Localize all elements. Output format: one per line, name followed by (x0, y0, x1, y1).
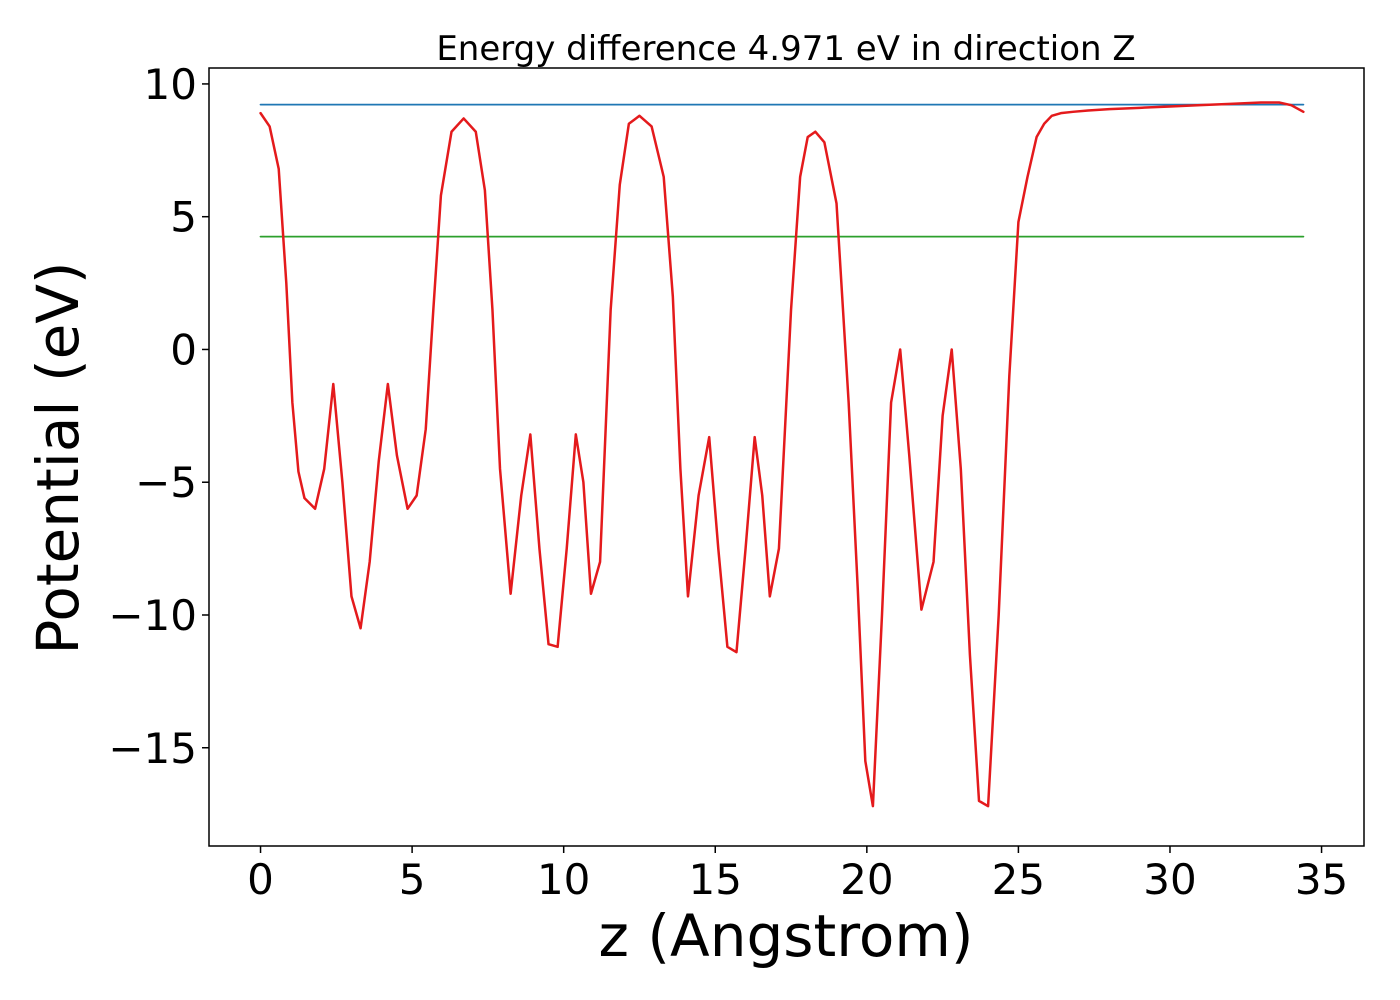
y-tick-label: −15 (108, 724, 197, 773)
y-tick-label: 5 (170, 193, 197, 242)
plot-frame (208, 67, 1365, 847)
y-tick-label: −5 (135, 458, 197, 507)
x-tick-label: 25 (992, 855, 1045, 904)
x-tick-label: 20 (840, 855, 893, 904)
series-layer (259, 101, 1305, 808)
x-tick-label: 35 (1295, 855, 1348, 904)
x-tick-label: 0 (247, 855, 274, 904)
y-axis-title: Potential (eV) (24, 261, 92, 654)
y-tick-label: 10 (144, 60, 197, 109)
x-tick-label: 5 (399, 855, 426, 904)
x-tick-label: 15 (689, 855, 742, 904)
x-tick-layer: 0 5 10 15 20 25 30 35 (247, 846, 1348, 904)
chart-title: Energy difference 4.971 eV in direction … (436, 29, 1135, 69)
x-tick-label: 30 (1143, 855, 1196, 904)
y-tick-label: −10 (108, 591, 197, 640)
potential-curve (259, 101, 1305, 808)
x-tick-label: 10 (537, 855, 590, 904)
y-tick-layer: 10 5 0 −5 −10 −15 (108, 60, 209, 773)
plot-background (209, 68, 1364, 846)
y-tick-label: 0 (170, 325, 197, 374)
x-axis-title: z (Angstrom) (599, 902, 974, 970)
